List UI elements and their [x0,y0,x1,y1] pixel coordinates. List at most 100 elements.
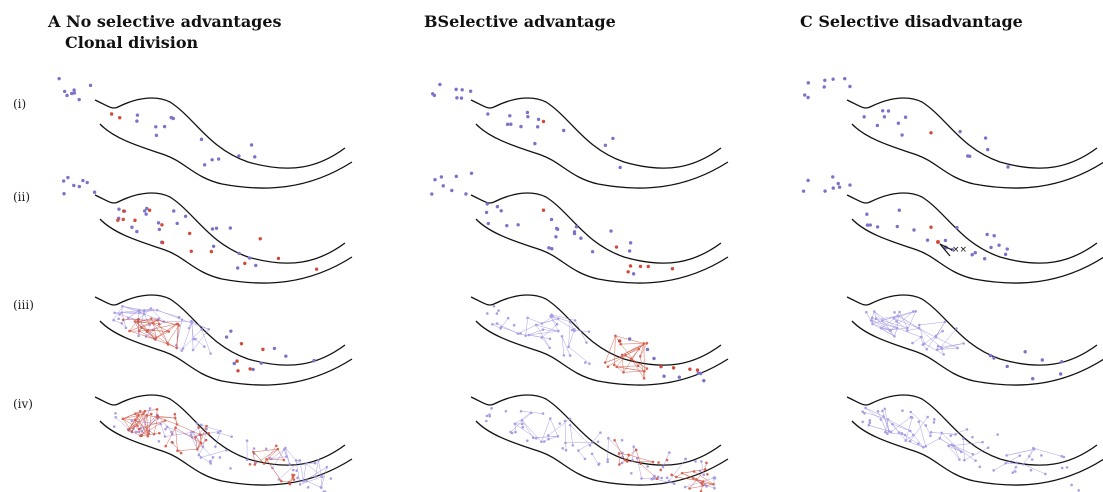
cell-dot [966,154,970,158]
cell-dot [121,217,125,222]
cell-dot [65,93,69,98]
cell-dot [81,178,85,183]
duct-lower-wall [851,218,1103,284]
cell-dot [61,179,66,183]
cell-dot [662,374,666,378]
cell-dot [133,218,137,223]
cell-dot [85,180,89,185]
cell-dot [1023,350,1027,354]
cell-dot [677,375,681,379]
cell-dot [144,212,148,216]
cell-network [486,304,591,365]
cell-dot [247,256,252,260]
cell-dot [670,267,675,271]
panel-c-title: C Selective disadvantage [800,12,1023,31]
cell-network [613,439,715,492]
cell-dot [638,264,643,269]
panel-a-row-3 [94,294,353,386]
cell-dot [579,236,583,240]
cell-network [484,407,717,490]
duct-upper-wall [470,394,722,466]
row-label-iii: (iii) [13,298,34,312]
cross-mark-icon: ×× [952,245,967,255]
cell-dot [903,115,908,119]
duct-upper-wall [846,394,1098,466]
cell-dot [549,217,554,222]
cell-dot [62,192,66,196]
cell-dot [696,371,701,375]
cell-dot [997,243,1001,247]
panel-b-row-3 [470,294,729,386]
cell-dot [211,244,216,248]
cell-dot [77,184,82,189]
panel-a-row-2 [61,175,353,284]
cell-dot [572,230,577,234]
cell-dot [618,165,622,170]
panel-a-title: A No selective advantages [48,12,282,31]
cell-dot [526,115,530,119]
cell-dot [533,141,537,146]
cell-dot [486,221,491,226]
cell-dot [314,267,319,271]
cell-dot [843,76,847,81]
cell-dot [555,227,560,231]
cell-dot [486,112,490,116]
cell-dot [865,212,869,216]
panel-c-label: Selective disadvantage [818,12,1023,31]
cell-dot [236,369,240,373]
duct-lower-wall [475,218,729,284]
cell-dot [145,206,149,211]
cell-dot [536,117,541,122]
cell-network [121,408,211,455]
panel-c-row-2: ×× [801,175,1103,284]
panel-a-row-4 [94,394,353,492]
cell-dot [276,256,281,261]
cell-dot [147,208,152,212]
duct-upper-wall [94,394,346,466]
cell-dot [803,93,807,97]
cell-dot [541,208,546,212]
cell-dot [72,88,76,92]
cell-dot [988,353,993,358]
cell-dot [243,261,247,266]
cell-dot [627,337,632,341]
cell-dot [460,88,464,92]
cell-dot [831,175,835,179]
duct-lower-wall [851,320,1103,386]
cell-dot [175,221,179,226]
duct-lower-wall [475,320,729,386]
duct-lower-wall [99,218,353,284]
cell-dot [627,249,632,253]
cell-dot [955,225,959,230]
cell-dot [1058,372,1063,376]
cell-dot [626,270,630,274]
cell-dot [485,202,489,206]
cell-dot [432,93,437,98]
cell-dot [499,209,503,213]
cell-network [248,444,296,486]
cell-dot [57,76,61,81]
cell-dot [118,115,122,120]
panel-a-letter: A [48,12,61,31]
cell-dot [614,245,619,249]
cell-dot [254,263,258,268]
cell-dot [459,96,464,100]
duct-lower-wall [99,420,353,486]
cell-dot [516,223,520,227]
cell-dot [875,123,880,128]
cell-dot [695,368,700,372]
panel-a-row-1 [57,76,353,189]
cell-dot [162,124,167,129]
cell-dot [92,190,97,194]
cell-dot [66,175,70,180]
cell-dot [992,234,996,238]
panel-c-letter: C [800,12,813,31]
cell-dot [983,136,988,140]
cell-dot [160,223,164,227]
cell-dot [628,241,633,245]
cell-dot [574,225,579,229]
cell-dot [603,143,608,147]
duct-upper-wall [470,294,722,366]
cell-dot [519,124,523,129]
cell-dot [822,85,826,89]
